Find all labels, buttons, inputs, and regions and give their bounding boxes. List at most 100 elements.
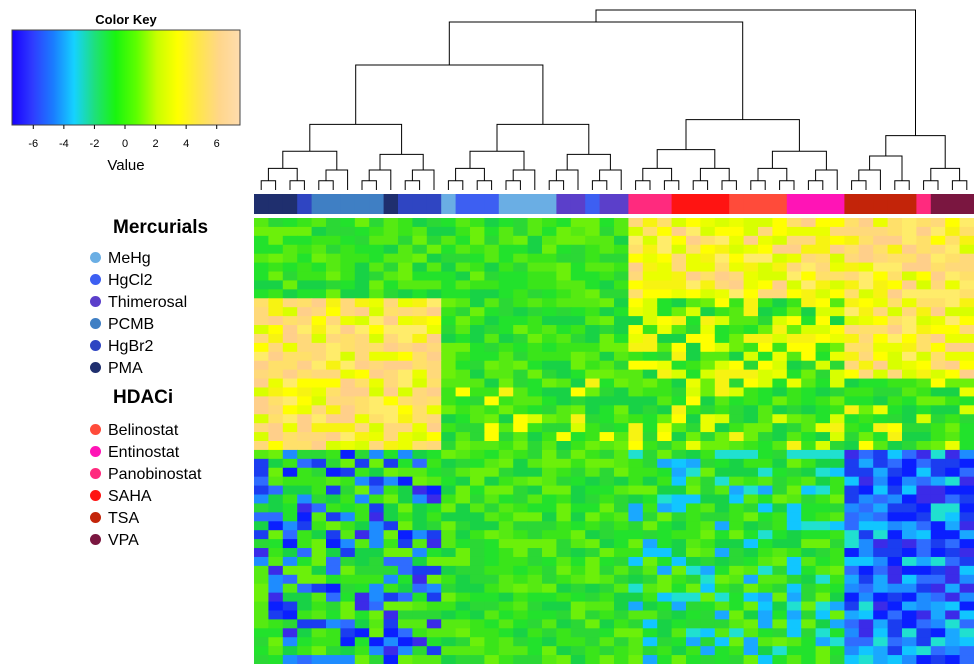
heatmap-cell [714, 432, 730, 442]
heatmap-cell [297, 539, 313, 549]
heatmap-cell [700, 476, 716, 487]
heatmap-cell [916, 619, 932, 629]
heatmap-cell [297, 342, 313, 353]
heatmap-cell [786, 441, 802, 451]
heatmap-cell [671, 646, 687, 656]
heatmap-cell [570, 655, 586, 664]
heatmap-cell [902, 583, 917, 594]
heatmap-cell [786, 521, 802, 531]
heatmap-cell [642, 467, 658, 478]
heatmap-cell [930, 503, 946, 513]
heatmap-cell [930, 556, 946, 567]
heatmap-cell [686, 521, 701, 531]
column-group-swatch [873, 194, 889, 214]
heatmap-cell [700, 414, 716, 424]
heatmap-cell [959, 619, 974, 629]
heatmap-cell [340, 485, 356, 496]
heatmap-cell [700, 387, 716, 397]
heatmap-cell [282, 244, 298, 255]
heatmap-cell [441, 298, 457, 308]
heatmap-cell [642, 530, 658, 540]
heatmap-cell [383, 619, 399, 629]
heatmap-cell [556, 601, 572, 612]
heatmap-cell [614, 539, 629, 549]
heatmap-cell [311, 503, 327, 513]
heatmap-cell [642, 485, 658, 496]
legend-item: PMA [90, 359, 143, 379]
heatmap-cell [657, 325, 673, 335]
heatmap-cell [916, 565, 932, 576]
heatmap-cell [484, 378, 500, 389]
heatmap-cell [297, 458, 313, 469]
heatmap-cell [743, 360, 759, 371]
heatmap-cell [599, 548, 615, 558]
heatmap-cell [916, 530, 932, 540]
heatmap-cell [426, 432, 442, 442]
heatmap-cell [642, 316, 658, 326]
heatmap-cell [556, 646, 572, 656]
heatmap-cell [714, 548, 730, 558]
column-group-swatch [671, 194, 687, 214]
heatmap-cell [758, 485, 773, 496]
heatmap-cell [340, 360, 356, 371]
heatmap-cell [484, 369, 500, 380]
dendrogram-branch [548, 180, 565, 190]
dendrogram-branch [318, 180, 334, 190]
heatmap-cell [729, 423, 745, 433]
heatmap-cell [542, 280, 557, 290]
heatmap-cell [455, 280, 471, 290]
column-group-swatch [527, 194, 543, 214]
heatmap-cell [959, 467, 974, 478]
heatmap-cell [614, 432, 629, 442]
heatmap-cell [498, 333, 514, 344]
heatmap-cell [326, 592, 341, 603]
legend-dot-icon [90, 340, 101, 352]
heatmap-cell [513, 467, 529, 478]
heatmap-cell [470, 271, 485, 282]
heatmap-cell [786, 485, 802, 496]
heatmap-cell [945, 539, 961, 549]
heatmap-cell [729, 503, 745, 513]
heatmap-cell [585, 333, 601, 344]
heatmap-cell [513, 476, 529, 487]
heatmap-cell [455, 253, 471, 264]
heatmap-cell [268, 628, 284, 638]
heatmap-cell [326, 485, 341, 496]
heatmap-cell [628, 548, 644, 558]
heatmap-cell [614, 610, 629, 620]
heatmap-cell [614, 601, 629, 612]
column-group-swatch [729, 194, 745, 214]
color-key-gradient [11, 29, 241, 126]
heatmap-cell [354, 485, 370, 496]
heatmap-cell [830, 387, 845, 397]
heatmap-cell [441, 574, 457, 585]
heatmap-cell [930, 316, 946, 326]
heatmap-cell [426, 530, 442, 540]
heatmap-cell [844, 592, 860, 603]
heatmap-cell [671, 467, 687, 478]
heatmap-cell [873, 423, 889, 433]
heatmap-cell [642, 441, 658, 451]
heatmap-cell [772, 298, 788, 308]
dendrogram-branch [325, 169, 349, 190]
heatmap-cell [858, 592, 874, 603]
heatmap-cell [959, 262, 974, 273]
heatmap-cell [282, 423, 298, 433]
heatmap-cell [959, 316, 974, 326]
heatmap-cell [614, 556, 629, 567]
heatmap-cell [642, 405, 658, 415]
heatmap-cell [354, 467, 370, 478]
heatmap-cell [542, 449, 557, 460]
heatmap-cell [743, 476, 759, 487]
heatmap-cell [455, 405, 471, 415]
heatmap-cell [916, 449, 932, 460]
heatmap-cell [714, 405, 730, 415]
heatmap-cell [254, 280, 269, 290]
heatmap-cell [441, 637, 457, 647]
heatmap-cell [441, 432, 457, 442]
heatmap-cell [282, 226, 298, 237]
heatmap-cell [297, 378, 313, 389]
color-key-title: Color Key [95, 12, 157, 27]
heatmap-cell [570, 298, 586, 308]
dendrogram-branch [858, 169, 881, 190]
